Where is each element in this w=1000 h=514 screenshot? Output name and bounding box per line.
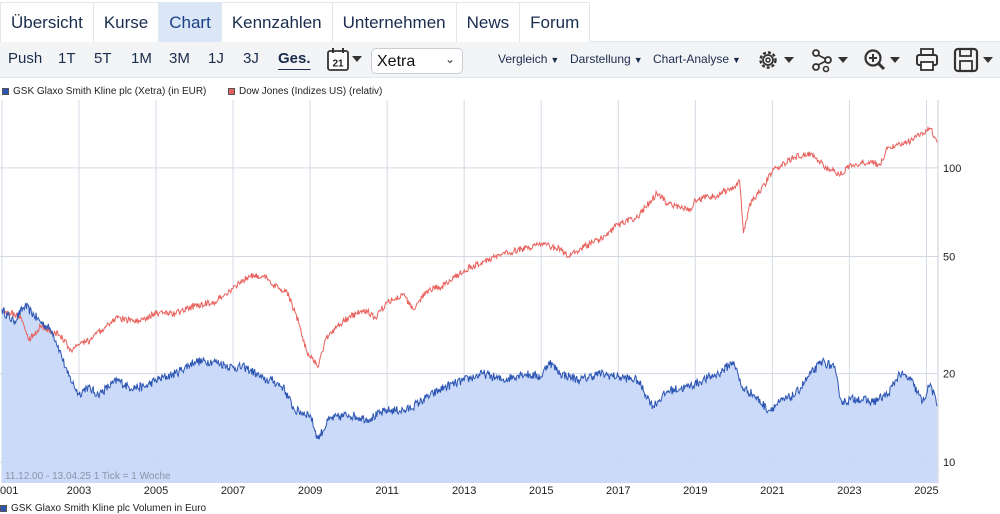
period-5t[interactable]: 5T bbox=[94, 50, 112, 67]
calendar-day: 21 bbox=[332, 59, 344, 70]
chevron-down-icon: ⌄ bbox=[444, 52, 455, 66]
gear-icon[interactable] bbox=[756, 47, 798, 73]
series-line-gsk bbox=[1, 302, 938, 440]
tab-forum[interactable]: Forum bbox=[519, 2, 591, 42]
exchange-value: Xetra bbox=[377, 53, 416, 70]
calendar-icon[interactable]: 21 bbox=[326, 47, 366, 73]
range-label: 11.12.00 - 13.04.25 1 Tick = 1 Woche bbox=[5, 471, 171, 482]
zoom-in-icon[interactable] bbox=[862, 47, 904, 73]
tab-unternehmen[interactable]: Unternehmen bbox=[331, 2, 457, 42]
period-1t[interactable]: 1T bbox=[58, 50, 76, 67]
x-tick-label: 2009 bbox=[298, 485, 322, 497]
legend-gsk[interactable]: GSK Glaxo Smith Kline plc (Xetra) (in EU… bbox=[2, 86, 206, 97]
x-tick-label: 2023 bbox=[837, 485, 861, 497]
tab-bar: Übersicht Kurse Chart Kennzahlen Unterne… bbox=[0, 0, 1000, 42]
legend-label-dow: Dow Jones (Indizes US) (relativ) bbox=[239, 86, 383, 97]
tab-list: Übersicht Kurse Chart Kennzahlen Unterne… bbox=[0, 2, 591, 42]
x-tick-label: 2015 bbox=[529, 485, 553, 497]
chart-toolbar: Push 1T 5T 1M 3M 1J 3J Ges. 21 Xetra ⌄ V… bbox=[0, 42, 1000, 78]
series-line-dow bbox=[1, 125, 938, 369]
tab-kennzahlen[interactable]: Kennzahlen bbox=[220, 2, 333, 42]
x-tick-label: 2017 bbox=[606, 485, 630, 497]
y-tick-label: 100 bbox=[943, 163, 961, 175]
gsk-area-fill bbox=[1, 302, 938, 483]
tab-news[interactable]: News bbox=[455, 2, 521, 42]
x-tick-label: 001 bbox=[0, 485, 18, 497]
period-push[interactable]: Push bbox=[8, 50, 43, 67]
x-tick-label: 2005 bbox=[144, 485, 168, 497]
y-axis: 10 20 50 100 bbox=[943, 163, 961, 469]
x-tick-label: 2021 bbox=[760, 485, 784, 497]
x-tick-label: 2013 bbox=[452, 485, 476, 497]
tab-kurse[interactable]: Kurse bbox=[92, 2, 160, 42]
x-axis: 001 2003 2005 2007 2009 2011 2013 2015 2017 2019 2… bbox=[0, 485, 939, 497]
x-tick-label: 2007 bbox=[221, 485, 245, 497]
legend-swatch-dow bbox=[228, 88, 235, 95]
x-tick-label: 2019 bbox=[683, 485, 707, 497]
legend-label-gsk: GSK Glaxo Smith Kline plc (Xetra) (in EU… bbox=[13, 86, 207, 97]
y-tick-label: 20 bbox=[943, 369, 955, 381]
legend-swatch-gsk bbox=[2, 88, 9, 95]
legend-dow[interactable]: Dow Jones (Indizes US) (relativ) bbox=[228, 86, 382, 97]
period-1j[interactable]: 1J bbox=[208, 50, 224, 67]
x-tick-label: 2003 bbox=[67, 485, 91, 497]
save-icon[interactable] bbox=[953, 47, 997, 73]
period-ges[interactable]: Ges. bbox=[278, 50, 311, 67]
period-3j[interactable]: 3J bbox=[243, 50, 259, 67]
legend-volume[interactable]: GSK Glaxo Smith Kline plc Volumen in Eur… bbox=[0, 503, 206, 514]
series-lines bbox=[1, 125, 938, 440]
tab-uebersicht[interactable]: Übersicht bbox=[0, 2, 94, 42]
gsk-area bbox=[1, 302, 938, 483]
legend-swatch-volume bbox=[0, 505, 7, 512]
chart-analyse-menu[interactable]: Chart-Analyse ▼ bbox=[653, 52, 741, 66]
y-tick-label: 10 bbox=[943, 457, 955, 469]
y-tick-label: 50 bbox=[943, 251, 955, 263]
vergleich-menu[interactable]: Vergleich ▼ bbox=[498, 52, 560, 66]
darstellung-menu[interactable]: Darstellung ▼ bbox=[570, 52, 643, 66]
print-icon[interactable] bbox=[914, 47, 942, 73]
x-tick-label: 2025 bbox=[914, 485, 938, 497]
price-chart[interactable]: 10 20 50 100 001 2003 2005 2007 2009 2011 2013 201… bbox=[0, 100, 1000, 503]
exchange-select[interactable]: Xetra ⌄ bbox=[371, 48, 463, 74]
period-3m[interactable]: 3M bbox=[169, 50, 190, 67]
tab-chart[interactable]: Chart bbox=[158, 2, 222, 42]
period-1m[interactable]: 1M bbox=[131, 50, 152, 67]
legend-label-volume: GSK Glaxo Smith Kline plc Volumen in Eur… bbox=[11, 503, 207, 514]
network-icon[interactable] bbox=[810, 47, 852, 73]
x-tick-label: 2011 bbox=[375, 485, 399, 497]
